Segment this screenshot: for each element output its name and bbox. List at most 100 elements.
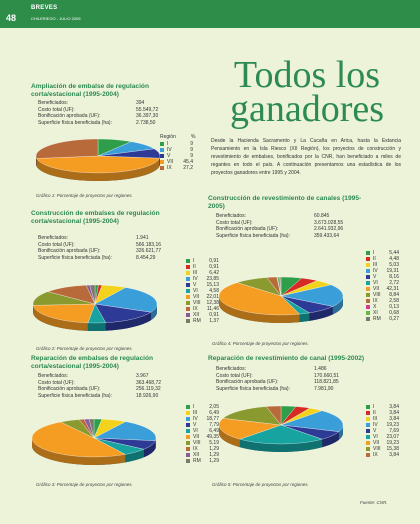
legend-item: VIII 12,38: [186, 300, 219, 306]
legend-item: IV 19,23: [366, 422, 399, 428]
legend-value: 0,68: [389, 310, 399, 316]
legend-value: 45,4: [183, 159, 193, 165]
legend-region: I: [373, 250, 375, 256]
legend-value: 8,16: [389, 274, 399, 280]
legend-item: VI 23,07: [366, 434, 399, 440]
pie-slice-VII: [36, 155, 160, 174]
legend-item: III 3,84: [366, 416, 399, 422]
legend-value: 11,46: [206, 306, 219, 312]
legend-region: VII: [373, 286, 380, 292]
legend-item: III 6,49: [186, 410, 219, 416]
legend-value: 12,38: [206, 300, 219, 306]
legend-swatch: [186, 441, 190, 445]
legend-region: IV: [193, 416, 198, 422]
chart-3-title: Reparación de embalses de regulación cor…: [31, 355, 154, 370]
chart-4-stats: Beneficiados: 60.845 Costo total (UF): 3.67…: [216, 213, 343, 239]
legend-value: 4,58: [209, 288, 219, 294]
stat-label: Bonificación aprobada (UF):: [38, 386, 101, 393]
stat-label: Superficie física beneficiada (ha):: [38, 392, 112, 399]
stat-label: Superficie física beneficiada (ha):: [216, 385, 290, 392]
legend-swatch: [186, 319, 190, 323]
legend-region: IX: [373, 452, 378, 458]
legend-item: RM 0,27: [366, 316, 399, 322]
legend-region: VI: [193, 428, 198, 434]
legend-region: VIII: [193, 300, 201, 306]
stat-label: Bonificación aprobada (UF):: [38, 113, 101, 120]
legend-swatch: [366, 299, 370, 303]
legend-value: 19,23: [386, 440, 399, 446]
legend-region: V: [373, 428, 377, 434]
legend-item: VI 2,72: [366, 280, 399, 286]
legend-value: 2,05: [209, 404, 219, 410]
legend-region: XI: [373, 310, 378, 316]
legend-region: V: [373, 274, 377, 280]
legend-item: VII 19,23: [366, 440, 399, 446]
legend-swatch: [366, 417, 370, 421]
stat-label: Beneficiados:: [38, 235, 69, 241]
stat-label: Bonificación aprobada (UF):: [216, 226, 279, 233]
stat-label: Superficie física beneficiada (ha):: [38, 254, 112, 261]
legend-item: VIII 8,84: [366, 292, 399, 298]
stat-value: 1.486: [314, 366, 327, 372]
legend-swatch: [160, 166, 164, 170]
stat-value: 394: [136, 100, 145, 106]
legend-swatch: [366, 293, 370, 297]
legend-swatch: [186, 307, 190, 311]
legend-region: XII: [193, 312, 200, 318]
pie-slice-side-VI: [87, 322, 106, 331]
stat-label: Beneficiados:: [216, 213, 247, 219]
legend-region: RM: [193, 458, 201, 464]
legend-value: 9: [190, 141, 193, 147]
legend-swatch: [186, 271, 190, 275]
legend-value: 9: [190, 147, 193, 153]
legend-region: II: [373, 256, 376, 262]
legend-region: IX: [193, 446, 198, 452]
legend-swatch: [186, 283, 190, 287]
pie-slice-side-VII: [36, 158, 160, 181]
legend-header-region: Región: [160, 134, 176, 140]
legend-swatch: [366, 275, 370, 279]
stat-row-superficie: Superficie física beneficiada (ha): 2.738…: [38, 120, 158, 127]
stat-value: 60.845: [314, 213, 330, 219]
chart-1-legend: Región% I 9 IV 9 V 9 VII 45,4 IX 27,2: [160, 134, 195, 171]
legend-value: 7,69: [389, 428, 399, 434]
legend-swatch: [366, 263, 370, 267]
pie-slice-VI: [239, 424, 323, 445]
stat-value: 359.433,64: [314, 232, 340, 239]
legend-region: I: [373, 404, 375, 410]
stat-row-superficie: Superficie física beneficiada (ha): 8.454…: [38, 255, 161, 262]
stat-row-costo: Costo total (UF): 566.183,16: [38, 242, 161, 249]
legend-item: X 0,13: [366, 304, 399, 310]
legend-item: II 3,84: [366, 410, 399, 416]
stat-label: Superficie física beneficiada (ha):: [38, 119, 112, 126]
legend-region: IV: [373, 268, 378, 274]
legend-item: IX 27,2: [160, 165, 195, 171]
stat-value: 1.941: [136, 235, 149, 241]
legend-region: II: [193, 264, 196, 270]
pie-slice-RM: [279, 276, 282, 297]
legend-item: III 6,42: [186, 270, 219, 276]
page-number: 48: [6, 13, 17, 23]
stat-row-beneficiados: Beneficiados: 1.941: [38, 235, 161, 242]
chart-5-legend: I 3,84 II 3,84 III 3,84 IV 19,23 V 7,69 VI 23,07 VII…: [366, 404, 399, 458]
legend-value: 22,01: [206, 294, 219, 300]
legend-region: IV: [373, 422, 378, 428]
legend-item: VII 49,35: [186, 434, 219, 440]
pie-slice-side-V: [159, 156, 160, 167]
stat-row-superficie: Superficie física beneficiada (ha): 18.92…: [38, 393, 161, 400]
legend-item: I 2,05: [186, 404, 219, 410]
pie-slice-IV: [280, 284, 344, 307]
pie-slice-RM: [89, 284, 96, 305]
legend-swatch: [366, 453, 370, 457]
stat-row-bonificacion: Bonificación aprobada (UF): 256.119,32: [38, 386, 161, 393]
stat-row-superficie: Superficie física beneficiada (ha): 359.4…: [216, 233, 343, 240]
legend-swatch: [366, 287, 370, 291]
legend-item: VII 42,31: [366, 286, 399, 292]
stat-value: 566.183,16: [136, 241, 162, 248]
legend-swatch: [186, 405, 190, 409]
legend-swatch: [366, 411, 370, 415]
legend-swatch: [366, 429, 370, 433]
legend-region: III: [373, 416, 378, 422]
legend-swatch: [186, 417, 190, 421]
legend-region: RM: [193, 318, 201, 324]
